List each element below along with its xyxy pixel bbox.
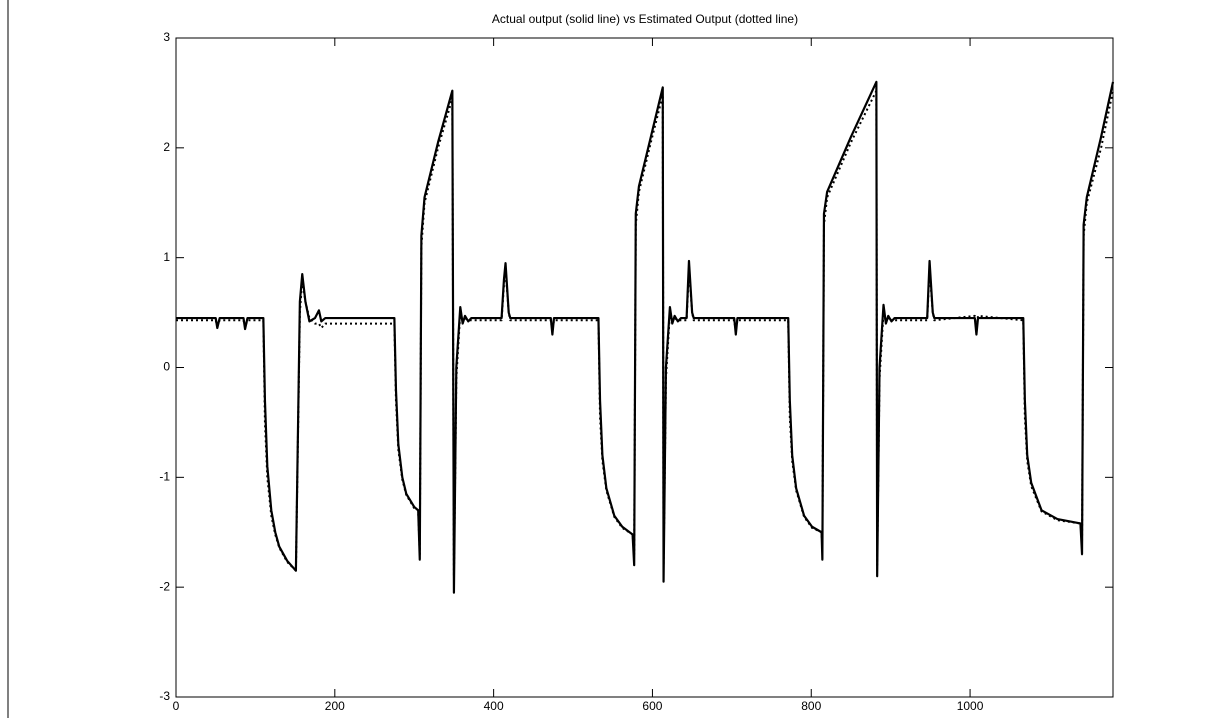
x-tick-label: 800 [801,699,821,713]
plot-frame [175,37,1114,698]
x-tick-label: 400 [484,699,504,713]
y-tick-label: -1 [159,470,170,484]
x-tick-label: 0 [173,699,180,713]
y-tick-label: 3 [163,30,170,44]
chart-title: Actual output (solid line) vs Estimated … [492,12,798,26]
x-tick-label: 1000 [957,699,984,713]
y-tick-label: -2 [159,579,170,593]
x-tick-label: 600 [642,699,662,713]
y-tick-label: 0 [163,360,170,374]
y-tick-label: -3 [159,689,170,703]
series-line [176,80,1115,594]
x-tick-label: 200 [325,699,345,713]
y-tick-label: 2 [163,140,170,154]
y-tick-label: 1 [163,250,170,264]
